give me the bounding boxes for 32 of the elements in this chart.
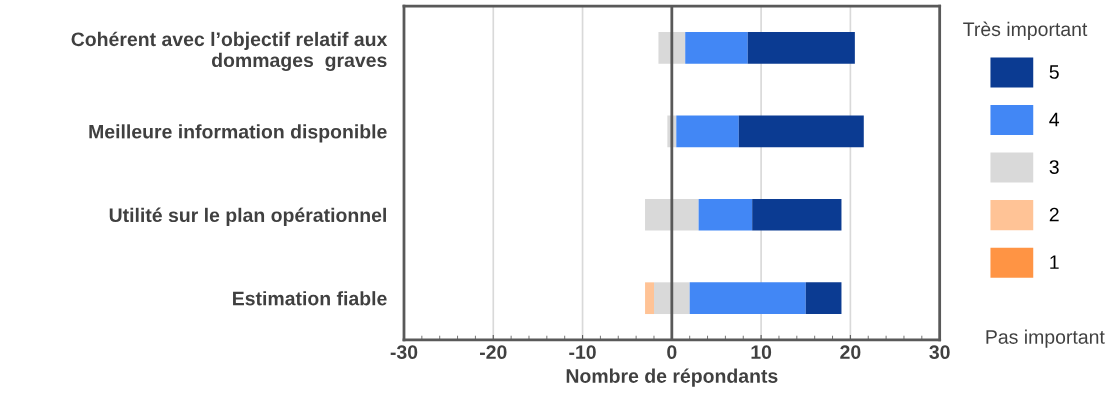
y-tick-label: Estimation fiable: [233, 291, 387, 306]
legend-label: 2: [1049, 207, 1059, 222]
bar: [747, 32, 855, 64]
bar: [805, 282, 842, 315]
x-axis-title: Nombre de répondants: [566, 368, 778, 387]
bar: [689, 282, 806, 315]
text: Pas important: [986, 329, 1105, 348]
bar: [676, 115, 739, 148]
legend-label: 3: [1049, 160, 1059, 174]
legend-title: Très important: [963, 21, 1088, 40]
y-tick-label: Utilité sur le plan opérationnel: [109, 207, 386, 226]
x-tick-label: 30: [929, 345, 950, 360]
legend-label: 1: [1050, 255, 1059, 269]
bar: [685, 32, 748, 64]
y-tick-label: Meilleure information disponible: [89, 124, 387, 143]
y-tick-label: Cohérent avec l’objectif relatif aux dommages graves: [71, 31, 388, 72]
bar: [671, 32, 686, 64]
legend-label: 5: [1049, 65, 1059, 79]
x-tick-label: 20: [840, 345, 861, 360]
bar: [671, 282, 690, 315]
x-tick-label: -10: [569, 345, 596, 360]
x-tick-label: -30: [390, 345, 418, 360]
x-tick-label: -20: [479, 345, 507, 360]
legend-label: 4: [1049, 112, 1060, 127]
bar: [738, 115, 864, 148]
bar: [752, 198, 842, 231]
bar: [645, 282, 654, 315]
x-tick-label: 10: [751, 345, 772, 360]
bar: [671, 198, 699, 231]
bar: [698, 198, 753, 231]
bar: [645, 198, 672, 231]
x-tick-label: 0: [667, 345, 677, 360]
